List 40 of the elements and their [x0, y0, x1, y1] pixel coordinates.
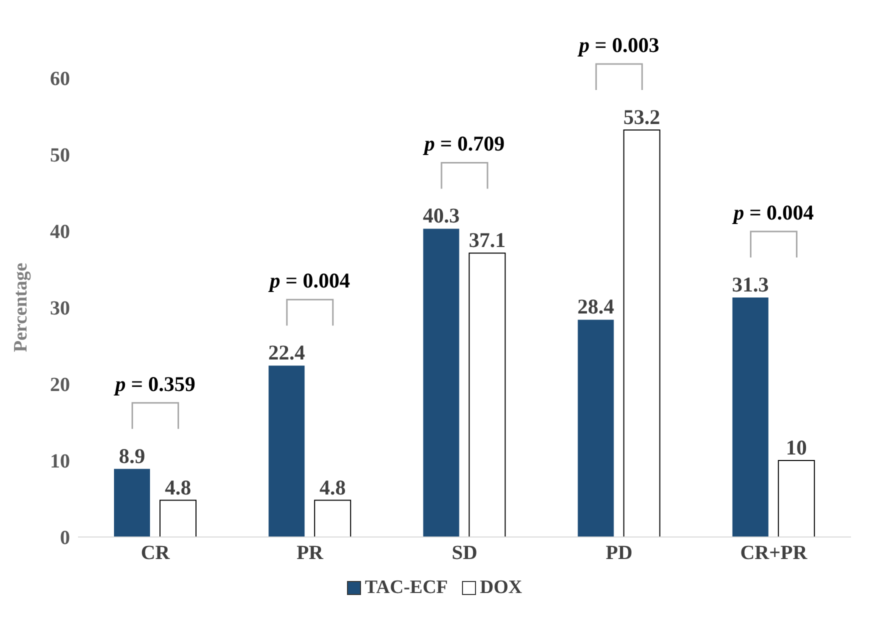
x-tick-label: CR — [140, 542, 170, 564]
y-tick-label: 50 — [50, 144, 70, 167]
y-tick-label: 0 — [60, 527, 70, 550]
x-tick-label: SD — [452, 542, 478, 564]
bar — [578, 320, 614, 537]
y-tick-label: 10 — [50, 450, 70, 473]
data-label: 53.2 — [623, 105, 660, 130]
text: DOX — [478, 577, 522, 599]
bar — [778, 460, 815, 537]
annotation: p = 0.004 — [732, 200, 814, 225]
bar — [160, 500, 196, 537]
y-tick-label: 60 — [50, 68, 70, 90]
data-label: 10 — [786, 436, 807, 460]
y-tick-label: 40 — [50, 221, 70, 244]
y-axis-title: Percentage — [10, 262, 32, 352]
data-label: 37.1 — [468, 228, 506, 252]
x-tick-label: CR+PR — [740, 542, 808, 564]
bar — [268, 366, 305, 537]
bar — [114, 468, 150, 537]
data-label: 40.3 — [422, 204, 460, 228]
bar — [468, 252, 506, 537]
data-label: 4.8 — [319, 475, 346, 500]
annotation: p = 0.359 — [113, 372, 196, 396]
x-tick-label: PD — [606, 542, 632, 564]
annotation: p = 0.004 — [268, 268, 351, 293]
text: p = 0.003 — [576, 33, 660, 58]
data-label: 8.9 — [118, 444, 146, 468]
data-label: 31.3 — [732, 272, 769, 297]
bar — [623, 130, 660, 537]
bar — [314, 500, 352, 537]
bar — [732, 298, 768, 537]
legend-label: TAC-ECF — [364, 577, 448, 599]
bar — [423, 228, 460, 537]
data-label: 4.8 — [164, 475, 192, 500]
x-tick-label: PR — [296, 542, 324, 564]
y-tick-label: 30 — [50, 298, 70, 320]
annotation: p = 0.709 — [422, 132, 505, 156]
y-tick-label: 20 — [50, 374, 70, 396]
data-label: 22.4 — [268, 340, 306, 365]
data-label: 28.4 — [577, 294, 615, 319]
